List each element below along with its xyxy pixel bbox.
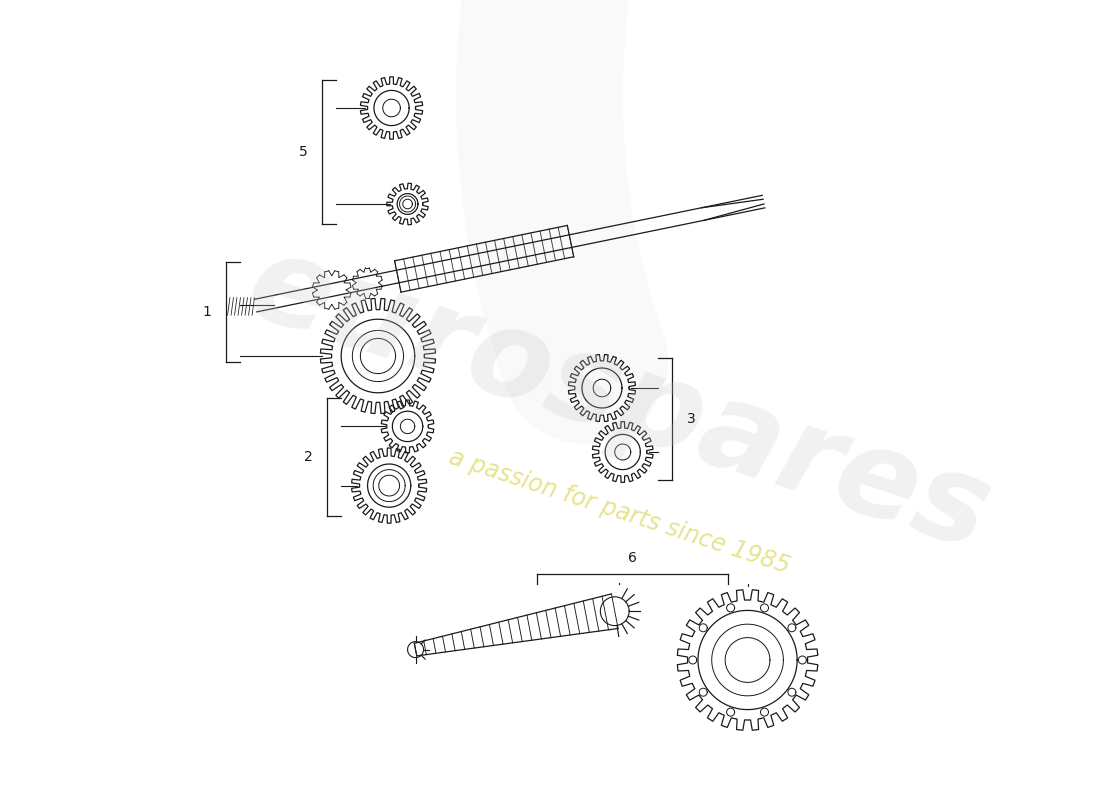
Text: 3: 3 <box>686 412 695 426</box>
Text: 2: 2 <box>304 450 312 464</box>
Text: 5: 5 <box>299 145 308 159</box>
Text: 1: 1 <box>202 305 211 319</box>
Text: 6: 6 <box>628 550 637 565</box>
Text: eurospares: eurospares <box>234 225 1005 575</box>
Text: a passion for parts since 1985: a passion for parts since 1985 <box>447 446 793 578</box>
